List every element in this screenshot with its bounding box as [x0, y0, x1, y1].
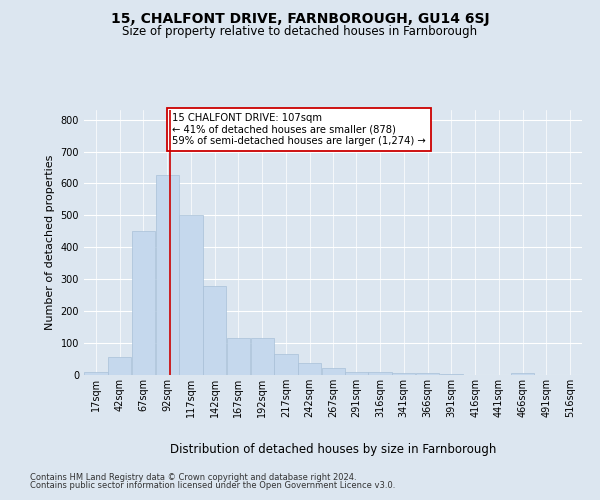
Bar — [227, 338, 250, 375]
Text: 15 CHALFONT DRIVE: 107sqm
← 41% of detached houses are smaller (878)
59% of semi: 15 CHALFONT DRIVE: 107sqm ← 41% of detac… — [172, 113, 426, 146]
Text: Size of property relative to detached houses in Farnborough: Size of property relative to detached ho… — [122, 25, 478, 38]
Bar — [322, 368, 345, 375]
Bar — [392, 374, 415, 375]
Bar — [274, 354, 298, 375]
Bar — [108, 357, 131, 375]
Bar — [416, 374, 439, 375]
Bar — [203, 286, 226, 375]
Text: Contains public sector information licensed under the Open Government Licence v3: Contains public sector information licen… — [30, 481, 395, 490]
Bar — [298, 363, 322, 375]
Bar — [251, 338, 274, 375]
Bar — [344, 372, 368, 375]
Text: Contains HM Land Registry data © Crown copyright and database right 2024.: Contains HM Land Registry data © Crown c… — [30, 472, 356, 482]
Bar — [84, 372, 107, 375]
Bar — [440, 374, 463, 375]
Text: Distribution of detached houses by size in Farnborough: Distribution of detached houses by size … — [170, 442, 496, 456]
Bar — [368, 372, 392, 375]
Bar — [511, 373, 534, 375]
Bar — [179, 216, 203, 375]
Bar — [155, 176, 179, 375]
Text: 15, CHALFONT DRIVE, FARNBOROUGH, GU14 6SJ: 15, CHALFONT DRIVE, FARNBOROUGH, GU14 6S… — [110, 12, 490, 26]
Y-axis label: Number of detached properties: Number of detached properties — [45, 155, 55, 330]
Bar — [132, 232, 155, 375]
